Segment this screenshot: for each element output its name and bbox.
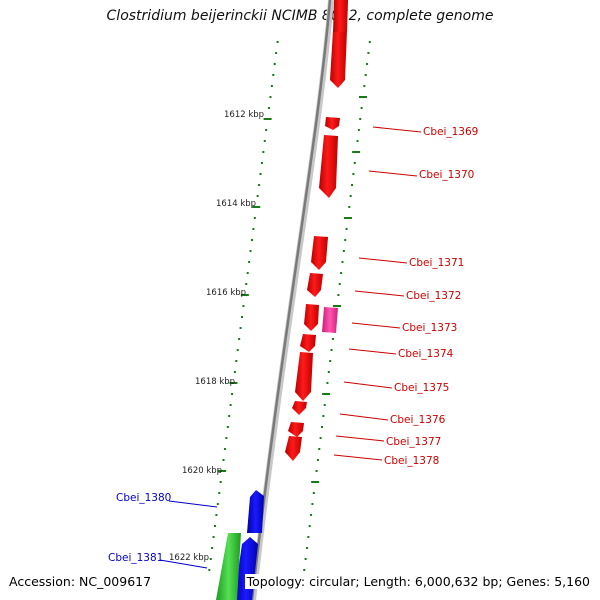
gene-label-cbei-1378[interactable]: Cbei_1378: [384, 455, 439, 467]
gene-label-cbei-1374[interactable]: Cbei_1374: [398, 348, 454, 360]
accession-label: Accession: NC_009617: [7, 574, 154, 589]
gene-arrow-cbei-1380[interactable]: [247, 490, 264, 533]
gene-labels-right: Cbei_1369 Cbei_1370 Cbei_1371 Cbei_1372 …: [333, 126, 478, 467]
forward-strand-genes: [285, 0, 348, 461]
gene-label-cbei-1373[interactable]: Cbei_1373: [402, 322, 457, 334]
gene-arrow-cbei-1373[interactable]: [322, 307, 338, 333]
gene-arrow-cbei-1372[interactable]: [307, 273, 323, 297]
gene-arrow-cbei-1378[interactable]: [285, 436, 302, 461]
gene-arrow-cbei-1370[interactable]: [319, 135, 338, 198]
gene-arrow[interactable]: [333, 0, 348, 32]
gene-arrow-cbei-1369[interactable]: [325, 117, 340, 130]
gene-label-cbei-1372[interactable]: Cbei_1372: [406, 290, 461, 302]
gene-label-cbei-1370[interactable]: Cbei_1370: [419, 169, 474, 181]
gene-label-cbei-1380[interactable]: Cbei_1380: [116, 492, 171, 504]
scale-label: 1612 kbp: [224, 110, 264, 120]
gene-arrow-cbei-1374[interactable]: [304, 304, 319, 331]
scale-ticks: [208, 41, 371, 571]
scale-labels: 1612 kbp 1614 kbp 1616 kbp 1618 kbp 1620…: [169, 110, 264, 563]
genome-title: Clostridium beijerinckii NCIMB 8052, com…: [106, 8, 494, 24]
gene-arrow[interactable]: [330, 30, 347, 88]
gene-label-cbei-1376[interactable]: Cbei_1376: [390, 414, 446, 426]
topology-label: Topology: circular; Length: 6,000,632 bp…: [244, 574, 592, 589]
gene-arrow-cbei-1371[interactable]: [311, 236, 328, 270]
scale-label: 1618 kbp: [195, 377, 235, 387]
scale-label: 1614 kbp: [216, 199, 256, 209]
gene-labels-left: Cbei_1380 Cbei_1381: [108, 492, 218, 569]
genome-backbone: [250, 0, 334, 600]
gene-arrow-cbei-1375[interactable]: [295, 352, 313, 401]
gene-label-cbei-1381[interactable]: Cbei_1381: [108, 552, 163, 564]
gene-label-cbei-1375[interactable]: Cbei_1375: [394, 382, 449, 394]
scale-label: 1620 kbp: [182, 466, 222, 476]
gene-arrow-cbei-1377[interactable]: [288, 422, 304, 437]
scale-label: 1616 kbp: [206, 288, 246, 298]
gene-arrow-cbei-1375a[interactable]: [300, 334, 316, 352]
gene-label-cbei-1371[interactable]: Cbei_1371: [409, 257, 464, 269]
gene-label-cbei-1377[interactable]: Cbei_1377: [386, 436, 441, 448]
gene-label-cbei-1369[interactable]: Cbei_1369: [423, 126, 478, 138]
gene-arrow-cbei-1376[interactable]: [292, 401, 307, 415]
gene-arrow-green[interactable]: [216, 533, 241, 600]
scale-label: 1622 kbp: [169, 553, 209, 563]
